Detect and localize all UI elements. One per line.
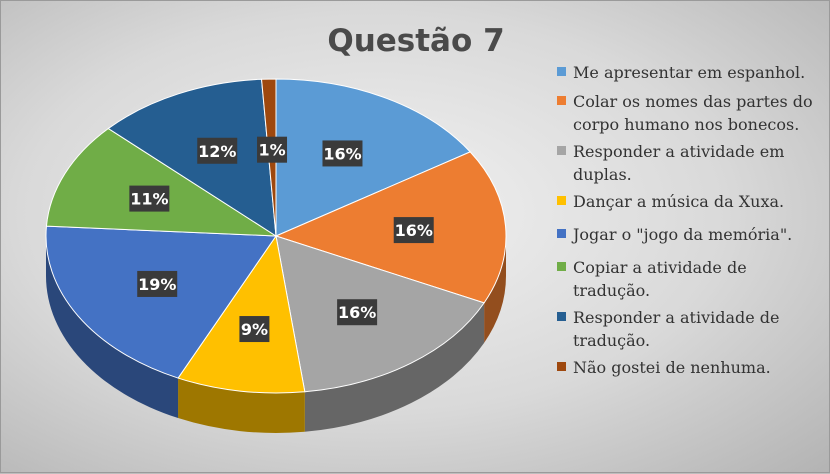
data-label-2: 16% (393, 217, 434, 244)
data-label-text: 16% (338, 303, 376, 322)
legend: Me apresentar em espanhol. Colar os nomes… (553, 61, 825, 383)
legend-item-dancar-a-musica-da-xuxa: Dançar a música da Xuxa. (553, 190, 825, 213)
data-label-8: 1% (257, 136, 288, 163)
legend-swatch (557, 229, 566, 238)
legend-item-colar-os-nomes-das-partes-do-corpo-humano-nos-bonecos: Colar os nomes das partes do corpo human… (553, 90, 825, 136)
legend-item-jogar-o-jogo-da-memoria: Jogar o "jogo da memória". (553, 223, 825, 246)
data-label-text: 12% (198, 142, 236, 161)
data-label-text: 16% (395, 221, 433, 240)
pie-side-4 (178, 378, 305, 433)
legend-label: Me apresentar em espanhol. (573, 63, 806, 82)
data-label-box (257, 136, 288, 163)
data-label-box (239, 316, 270, 343)
legend-item-copiar-a-atividade-de-traducao: Copiar a atividade de tradução. (553, 256, 825, 302)
data-labels: 16% 16% 16% 9% 19% 11% 12% 1% (129, 136, 434, 343)
legend-swatch (557, 96, 566, 105)
legend-label: Colar os nomes das partes do corpo human… (573, 92, 813, 134)
data-label-box (322, 140, 363, 167)
data-label-6: 11% (129, 185, 170, 212)
legend-swatch (557, 262, 566, 271)
data-label-box (393, 217, 434, 244)
legend-item-nao-gostei-de-nenhuma: Não gostei de nenhuma. (553, 356, 825, 379)
legend-item-me-apresentar-em-espanhol: Me apresentar em espanhol. (553, 61, 825, 84)
pie-sides (46, 236, 506, 433)
data-label-box (337, 299, 378, 326)
pie-side-3 (304, 302, 485, 432)
legend-label: Jogar o "jogo da memória". (573, 225, 793, 244)
legend-label: Não gostei de nenhuma. (573, 358, 771, 377)
pie-side-2 (484, 236, 506, 343)
data-label-7: 12% (197, 137, 238, 164)
pie-slice-colar-os-nomes-das-partes-do-corpo-humano-nos-bonecos (274, 151, 507, 304)
data-label-box (129, 185, 170, 212)
legend-label: Dançar a música da Xuxa. (573, 192, 785, 211)
pie-slice-dancar-a-musica-da-xuxa (177, 234, 306, 394)
pie-slice-responder-a-atividade-em-duplas (275, 235, 485, 393)
data-label-4: 9% (239, 316, 270, 343)
pie-side-5 (46, 236, 179, 419)
data-label-box (197, 137, 238, 164)
pie-slice-jogar-o-jogo-da-memoria (45, 225, 277, 379)
data-label-5: 19% (137, 270, 178, 297)
legend-label: Copiar a atividade de tradução. (573, 258, 747, 300)
legend-swatch (557, 146, 566, 155)
legend-item-responder-a-atividade-de-traducao: Responder a atividade de tradução. (553, 306, 825, 352)
data-label-3: 16% (337, 299, 378, 326)
pie-slices (45, 78, 507, 394)
legend-swatch (557, 67, 566, 76)
chart-title: Questão 7 (327, 23, 505, 59)
data-label-1: 16% (322, 140, 363, 167)
data-label-text: 11% (130, 190, 168, 209)
data-label-text: 9% (241, 320, 268, 339)
legend-swatch (557, 362, 566, 371)
data-label-box (137, 270, 178, 297)
data-label-text: 16% (323, 144, 361, 163)
data-label-text: 19% (138, 275, 176, 294)
pie-slice-responder-a-atividade-de-traducao (107, 78, 277, 237)
legend-label: Responder a atividade de tradução. (573, 308, 780, 350)
pie-slice-copiar-a-atividade-de-traducao (45, 127, 278, 237)
legend-label: Responder a atividade em duplas. (573, 142, 785, 184)
data-label-text: 1% (258, 141, 285, 160)
legend-swatch (557, 196, 566, 205)
pie-slice-me-apresentar-em-espanhol (275, 78, 472, 237)
legend-swatch (557, 312, 566, 321)
legend-item-responder-a-atividade-em-duplas: Responder a atividade em duplas. (553, 140, 825, 186)
